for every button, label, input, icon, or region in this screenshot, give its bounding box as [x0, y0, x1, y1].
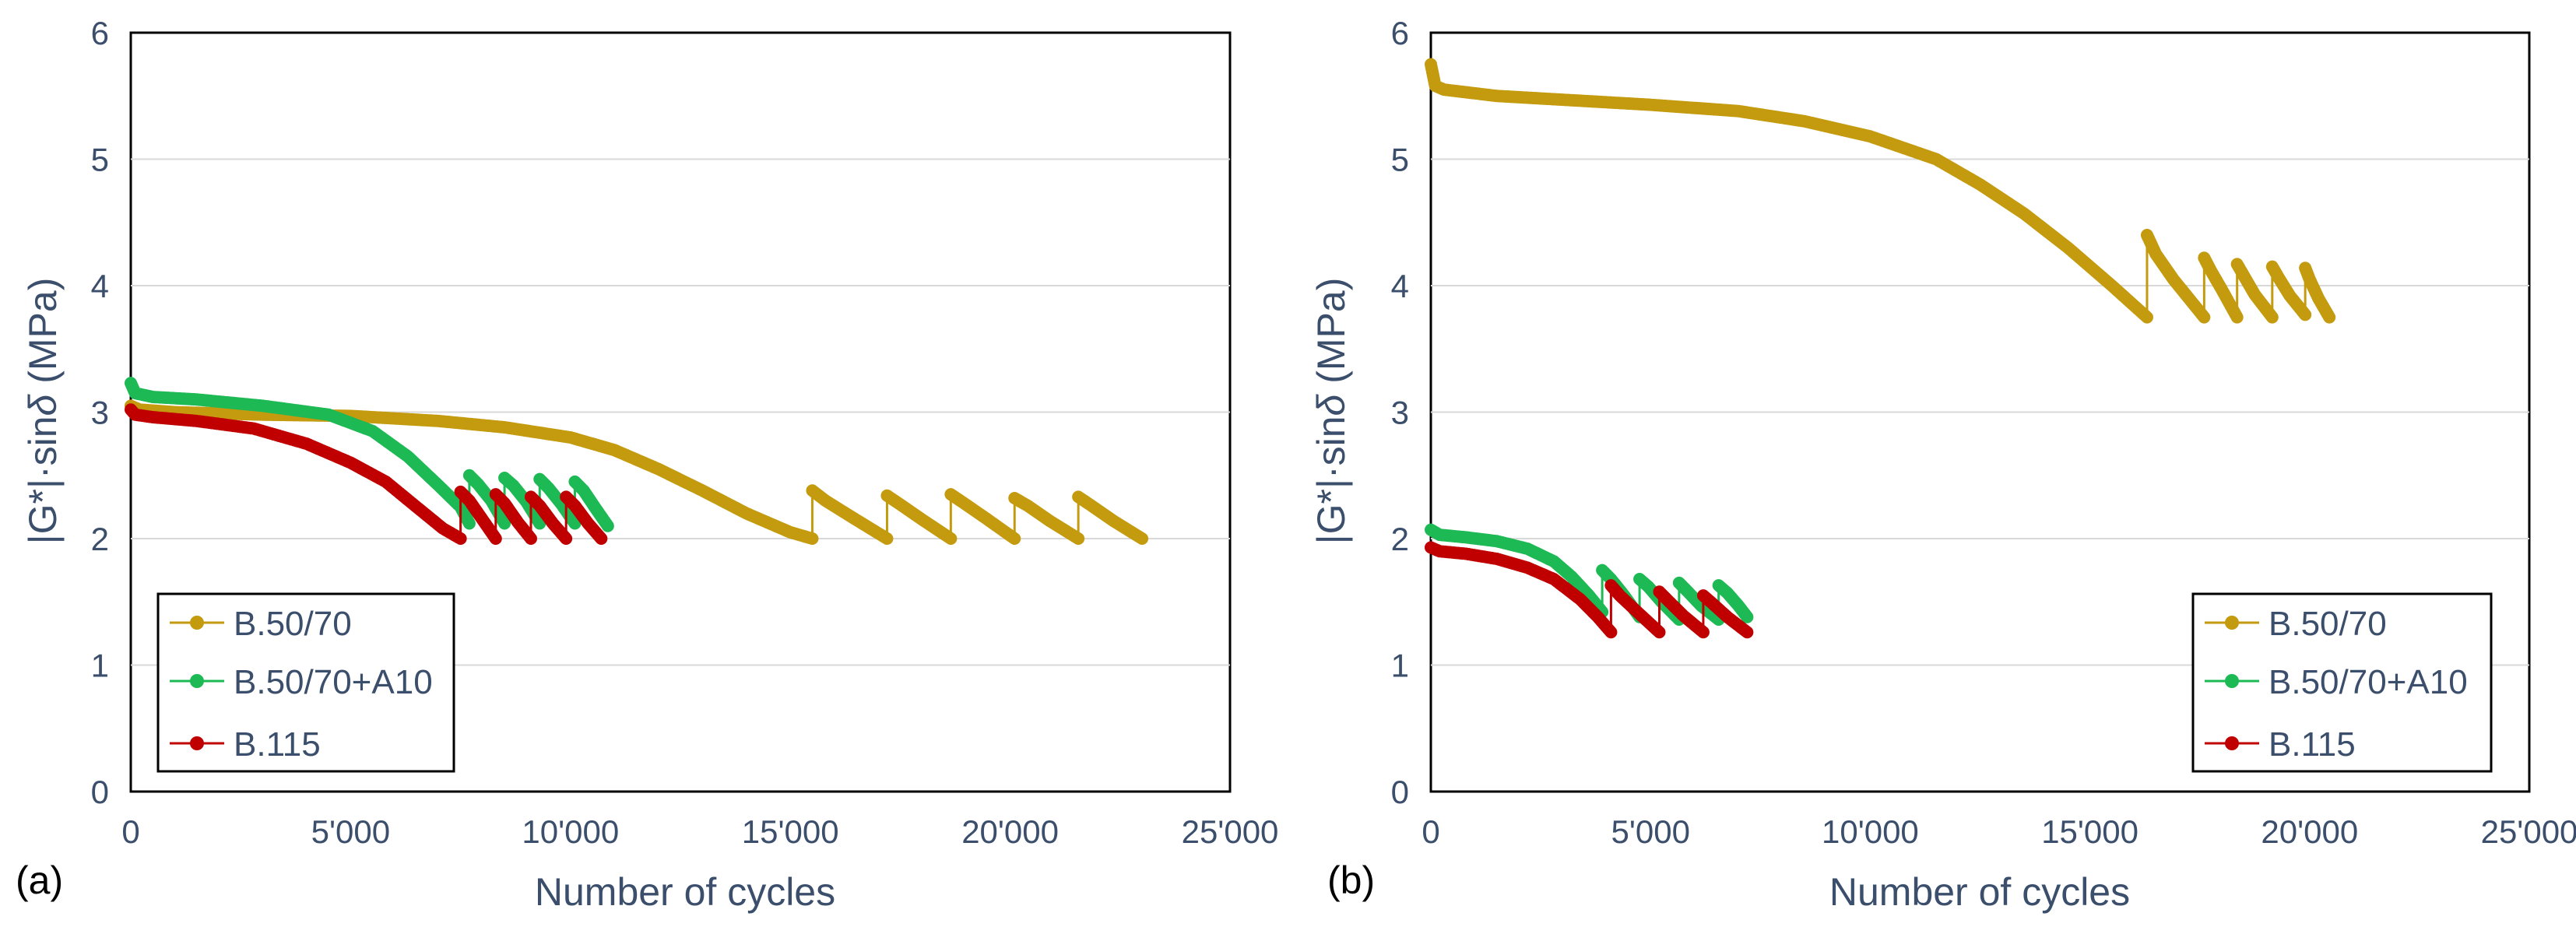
x-tick-label: 10'000 — [522, 813, 619, 850]
data-point — [1741, 610, 1754, 623]
x-axis-label-a: Number of cycles — [535, 870, 835, 914]
data-point — [524, 532, 537, 545]
y-tick-label: 5 — [91, 142, 109, 178]
gridlines-b — [1431, 158, 2529, 666]
y-tick-label: 5 — [1391, 142, 1409, 178]
legend-swatch-marker — [190, 674, 204, 688]
data-point — [595, 532, 608, 545]
data-point — [2323, 311, 2336, 324]
data-point — [601, 519, 614, 532]
y-tick-label: 0 — [91, 774, 109, 810]
data-point — [462, 517, 476, 530]
x-tick-labels-a: 0 5'000 10'000 15'000 20'000 25'000 — [121, 813, 1278, 850]
data-point — [1072, 532, 1085, 545]
data-point — [2230, 311, 2244, 324]
series-b-115 — [1425, 541, 1754, 639]
data-point — [560, 532, 573, 545]
x-tick-labels-b: 0 5'000 10'000 15'000 20'000 25'000 — [1422, 813, 2576, 850]
y-tick-label: 1 — [1391, 648, 1409, 684]
legend-swatch-marker — [190, 736, 204, 750]
y-tick-label: 6 — [1391, 15, 1409, 51]
panel-b: 0 1 2 3 4 5 6 0 5'000 10'000 15'000 20'000 25'000 |… — [1309, 15, 2576, 914]
data-point — [944, 532, 958, 545]
legend-swatch-marker — [2225, 736, 2239, 750]
series-marks-a — [125, 377, 1149, 545]
y-axis-label-b: |G*|·sinδ (MPa) — [1309, 278, 1353, 545]
series-marks-b — [1425, 58, 2336, 639]
legend-label: B.50/70+A10 — [234, 663, 433, 701]
data-point — [489, 532, 502, 545]
data-point — [1604, 626, 1618, 639]
legend-entry-b5070-a: B.50/70 — [170, 605, 352, 643]
x-tick-label: 25'000 — [1182, 813, 1279, 850]
data-point — [1653, 626, 1666, 639]
x-tick-label: 25'000 — [2481, 813, 2576, 850]
data-point — [533, 517, 546, 530]
y-tick-labels-a: 0 1 2 3 4 5 6 — [91, 15, 109, 810]
series-b-50-70 — [1425, 58, 2336, 324]
data-point — [2265, 311, 2279, 324]
x-tick-label: 20'000 — [2261, 813, 2358, 850]
data-point — [880, 532, 894, 545]
data-point — [1136, 532, 1149, 545]
y-tick-label: 3 — [91, 395, 109, 431]
y-tick-labels-b: 0 1 2 3 4 5 6 — [1391, 15, 1409, 810]
legend-entry-b5070-b: B.50/70 — [2205, 605, 2387, 643]
data-point — [1696, 626, 1710, 639]
y-tick-label: 1 — [91, 648, 109, 684]
legend-swatch-marker — [190, 616, 204, 630]
x-tick-label: 20'000 — [961, 813, 1059, 850]
legend-a: B.50/70 B.50/70+A10 B.115 — [156, 592, 455, 773]
legend-b: B.50/70 B.50/70+A10 B.115 — [2191, 592, 2493, 773]
y-tick-label: 6 — [91, 15, 109, 51]
panel-label-a: (a) — [16, 859, 63, 902]
data-point — [2198, 311, 2211, 324]
y-tick-label: 3 — [1391, 395, 1409, 431]
x-tick-label: 0 — [1422, 813, 1439, 850]
x-tick-label: 5'000 — [1611, 813, 1689, 850]
panel-label-b: (b) — [1327, 859, 1375, 902]
data-point — [806, 532, 819, 545]
legend-label: B.115 — [234, 725, 321, 764]
legend-entry-b115-b: B.115 — [2205, 725, 2356, 764]
data-point — [454, 532, 467, 545]
data-point — [2140, 311, 2153, 324]
y-tick-label: 0 — [1391, 774, 1409, 810]
y-tick-label: 2 — [1391, 521, 1409, 557]
legend-label: B.50/70 — [2268, 605, 2387, 643]
x-tick-label: 15'000 — [2041, 813, 2138, 850]
legend-entry-b5070a10-a: B.50/70+A10 — [170, 663, 433, 701]
x-axis-label-b: Number of cycles — [1829, 870, 2130, 914]
legend-swatch-marker — [2225, 674, 2239, 688]
y-tick-label: 4 — [1391, 268, 1409, 304]
y-tick-label: 2 — [91, 521, 109, 557]
data-point — [1741, 626, 1754, 639]
legend-entry-b5070a10-b: B.50/70+A10 — [2205, 663, 2468, 701]
data-point — [1008, 532, 1021, 545]
data-point — [2299, 308, 2312, 321]
series-b-115 — [125, 403, 608, 545]
data-point — [568, 517, 582, 530]
data-point — [498, 517, 511, 530]
y-axis-label-a: |G*|·sinδ (MPa) — [21, 278, 65, 545]
x-tick-label: 0 — [121, 813, 139, 850]
legend-label: B.50/70+A10 — [2268, 663, 2468, 701]
x-tick-label: 5'000 — [311, 813, 390, 850]
legend-label: B.115 — [2268, 725, 2356, 764]
legend-label: B.50/70 — [234, 605, 352, 643]
legend-swatch-marker — [2225, 616, 2239, 630]
y-tick-label: 4 — [91, 268, 109, 304]
x-tick-label: 15'000 — [742, 813, 839, 850]
x-tick-label: 10'000 — [1822, 813, 1919, 850]
legend-entry-b115-a: B.115 — [170, 725, 321, 764]
panel-a: 0 1 2 3 4 5 6 0 5'000 10'000 15'000 20'000 25'000 |… — [16, 15, 1278, 914]
